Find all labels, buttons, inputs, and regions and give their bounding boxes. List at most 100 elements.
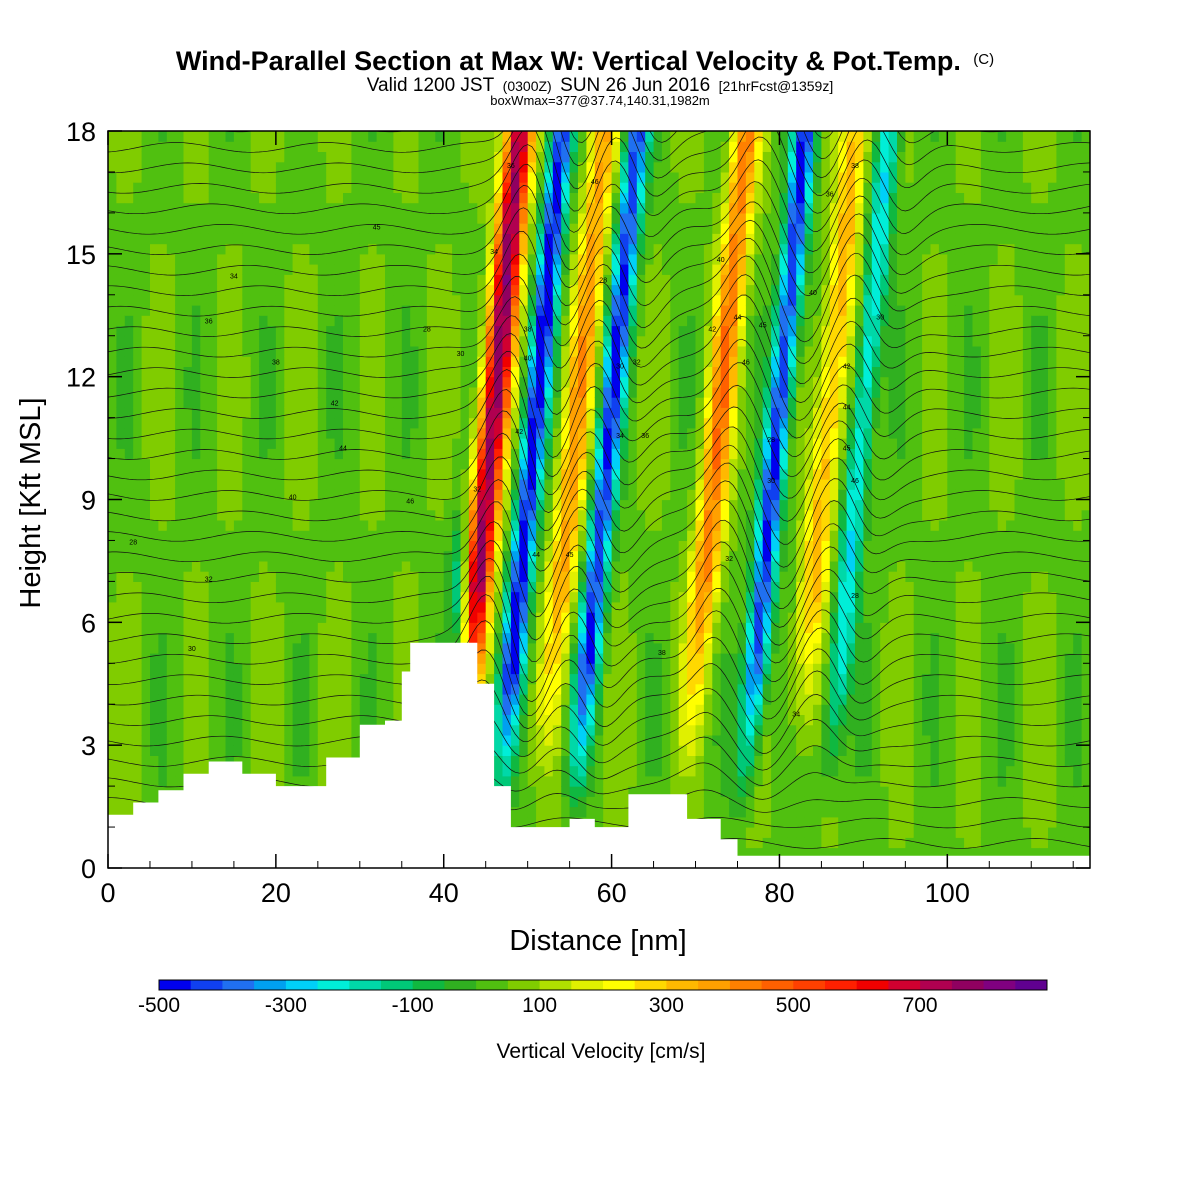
- field-cell: [661, 192, 671, 204]
- field-cell: [544, 182, 554, 193]
- field-cell: [326, 192, 336, 204]
- field-cell: [393, 673, 403, 685]
- field-cell: [141, 642, 151, 654]
- field-cell: [426, 540, 436, 552]
- field-cell: [166, 284, 176, 296]
- field-cell: [485, 264, 495, 275]
- field-cell: [569, 765, 579, 777]
- field-cell: [603, 151, 613, 163]
- field-cell: [250, 704, 260, 715]
- field-cell: [368, 253, 378, 265]
- field-cell: [334, 284, 344, 296]
- field-cell: [645, 714, 655, 726]
- field-cell: [225, 755, 235, 767]
- field-cell: [636, 376, 646, 388]
- field-cell: [477, 622, 487, 634]
- field-cell: [561, 264, 571, 275]
- field-cell: [636, 366, 646, 378]
- field-cell: [250, 427, 260, 439]
- field-cell: [259, 335, 269, 347]
- field-cell: [661, 499, 671, 511]
- field-cell: [175, 560, 185, 572]
- field-cell: [494, 397, 504, 408]
- field-cell: [603, 734, 613, 746]
- field-cell: [191, 151, 201, 163]
- field-cell: [217, 438, 227, 449]
- field-cell: [175, 448, 185, 460]
- field-cell: [435, 571, 445, 582]
- field-cell: [536, 745, 546, 756]
- field-cell: [628, 714, 638, 726]
- field-cell: [502, 171, 512, 183]
- field-cell: [393, 704, 403, 715]
- field-cell: [108, 571, 117, 582]
- field-cell: [150, 182, 159, 193]
- field-cell: [578, 151, 587, 163]
- field-cell: [435, 499, 445, 511]
- field-cell: [653, 243, 663, 255]
- field-cell: [175, 376, 185, 388]
- field-cell: [510, 816, 520, 828]
- field-cell: [166, 212, 176, 224]
- field-cell: [544, 479, 554, 490]
- field-cell: [116, 356, 126, 367]
- field-cell: [292, 346, 302, 357]
- field-cell: [410, 427, 420, 439]
- field-cell: [351, 315, 361, 327]
- field-cell: [670, 151, 680, 163]
- field-cell: [133, 632, 143, 644]
- field-cell: [670, 212, 680, 224]
- field-cell: [141, 509, 151, 521]
- field-cell: [242, 520, 252, 531]
- field-cell: [460, 335, 470, 347]
- field-cell: [351, 202, 361, 214]
- field-cell: [351, 141, 361, 152]
- field-cell: [502, 479, 512, 490]
- field-cell: [410, 458, 420, 470]
- field-cell: [225, 530, 235, 541]
- field-cell: [217, 601, 227, 613]
- field-cell: [678, 571, 688, 582]
- field-cell: [586, 612, 596, 623]
- field-cell: [510, 274, 520, 286]
- field-cell: [636, 458, 646, 470]
- field-cell: [578, 530, 587, 541]
- field-cell: [326, 683, 336, 695]
- field-cell: [426, 202, 436, 214]
- field-cell: [443, 571, 453, 582]
- field-cell: [259, 642, 269, 654]
- field-cell: [536, 673, 546, 685]
- field-cell: [175, 141, 185, 152]
- field-cell: [175, 724, 185, 736]
- field-cell: [133, 376, 143, 388]
- field-cell: [502, 325, 512, 337]
- field-cell: [259, 417, 269, 429]
- field-cell: [116, 264, 126, 275]
- field-cell: [267, 284, 277, 296]
- field-cell: [359, 284, 369, 296]
- field-cell: [301, 468, 310, 480]
- field-cell: [426, 591, 436, 603]
- field-cell: [620, 335, 629, 347]
- field-cell: [401, 315, 411, 327]
- field-cell: [510, 673, 520, 685]
- field-cell: [477, 253, 487, 265]
- field-cell: [208, 356, 218, 367]
- field-cell: [183, 141, 193, 152]
- field-cell: [628, 479, 638, 490]
- field-cell: [141, 499, 151, 511]
- field-cell: [485, 653, 495, 664]
- field-cell: [578, 520, 587, 531]
- field-cell: [225, 212, 235, 224]
- field-cell: [108, 294, 117, 306]
- field-cell: [569, 356, 579, 367]
- field-cell: [443, 182, 453, 193]
- field-cell: [460, 376, 470, 388]
- field-cell: [620, 540, 629, 552]
- field-cell: [233, 141, 243, 152]
- field-cell: [435, 141, 445, 152]
- field-cell: [670, 171, 680, 183]
- field-cell: [653, 622, 663, 634]
- field-cell: [124, 724, 134, 736]
- field-cell: [275, 366, 285, 378]
